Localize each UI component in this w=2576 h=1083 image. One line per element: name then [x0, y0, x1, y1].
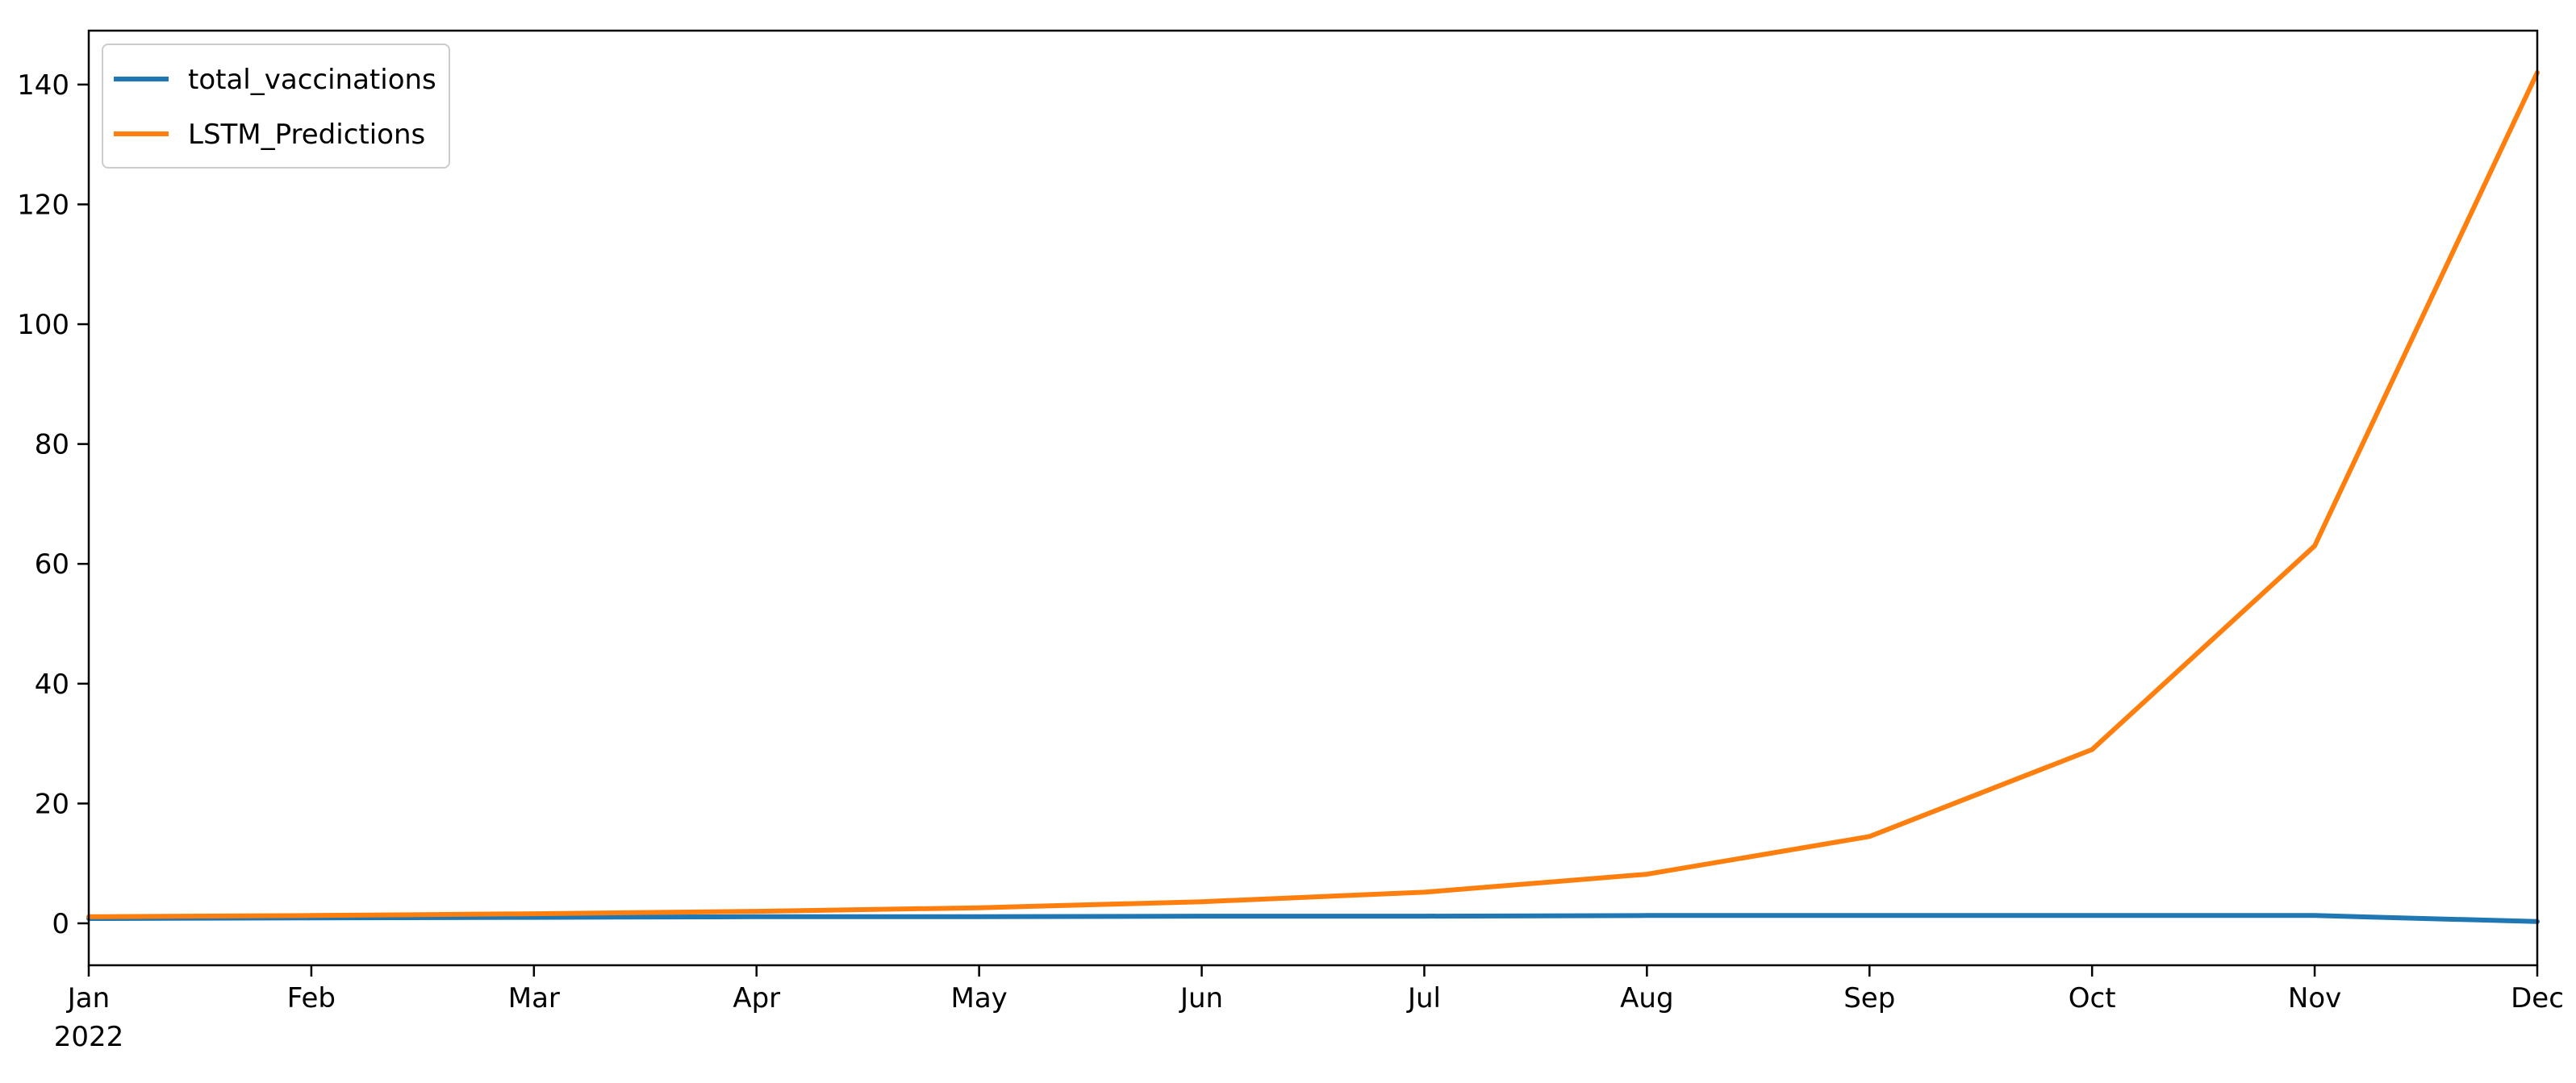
y-axis: 0 20 40 60 80 100 120 140: [17, 69, 89, 940]
y-tick-label: 100: [17, 309, 69, 341]
x-tick-label: Aug: [1620, 982, 1673, 1014]
plot-frame: [87, 29, 2539, 967]
x-tick-label: Jun: [1179, 982, 1223, 1014]
y-tick-label: 20: [35, 788, 69, 820]
legend: total_vaccinations LSTM_Predictions: [102, 44, 450, 169]
series-line-lstm-predictions: [86, 70, 2540, 919]
y-tick-label: 0: [52, 908, 69, 940]
x-tick-label: May: [950, 982, 1007, 1014]
legend-label-lstm-predictions: LSTM_Predictions: [188, 119, 425, 151]
x-tick-label: Mar: [508, 982, 560, 1014]
x-tick-label: Nov: [2288, 982, 2341, 1014]
x-year-label: 2022: [54, 1021, 124, 1053]
x-axis: Jan Feb Mar Apr May Jun Jul Aug Sep Oct Nov Dec 2022: [54, 965, 2564, 1053]
x-tick-label: Jul: [1406, 982, 1441, 1014]
plot-background: [89, 31, 2537, 965]
x-tick-label: Dec: [2511, 982, 2564, 1014]
x-tick-label: Jan: [66, 982, 110, 1014]
y-tick-label: 80: [35, 429, 69, 461]
x-tick-label: Oct: [2069, 982, 2116, 1014]
legend-label-total-vaccinations: total_vaccinations: [188, 64, 436, 96]
series-layer: [86, 70, 2540, 924]
x-tick-label: Feb: [287, 982, 336, 1014]
legend-box: [102, 44, 450, 169]
y-tick-label: 60: [35, 548, 69, 581]
y-tick-label: 40: [35, 669, 69, 701]
y-tick-label: 140: [17, 69, 69, 102]
x-tick-label: Apr: [733, 982, 780, 1014]
x-tick-label: Sep: [1843, 982, 1895, 1014]
series-line-total-vaccinations: [86, 913, 2540, 924]
y-tick-label: 120: [17, 189, 69, 221]
